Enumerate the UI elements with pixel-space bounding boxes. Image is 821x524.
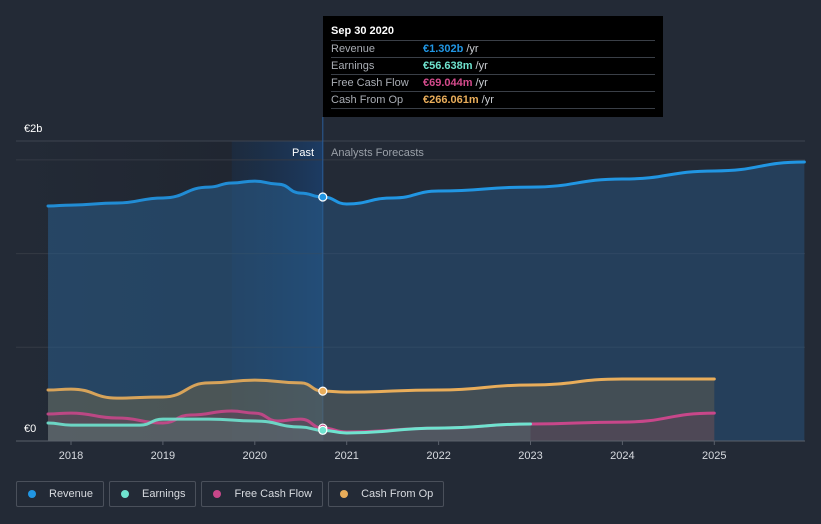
x-tick-label: 2023 (518, 450, 542, 462)
cash-from-op-forecast-area (322, 378, 715, 441)
y-tick-label-zero: €0 (24, 423, 37, 435)
x-tick-label: 2019 (151, 450, 175, 462)
x-tick-label: 2025 (702, 450, 726, 462)
past-label: Past (292, 147, 315, 159)
earnings-past-line (46, 417, 325, 432)
cash-from-op-forecast-line (321, 377, 716, 394)
x-tick-label: 2020 (243, 450, 267, 462)
tooltip-row-free-cash-flow: Free Cash Flow €69.044m /yr (331, 75, 655, 92)
cash-from-op-marker (318, 386, 328, 396)
legend-label: Earnings (142, 488, 186, 500)
tooltip-value: €56.638m (423, 60, 473, 72)
tooltip-unit: /yr (475, 60, 488, 72)
legend-item-cash-from-op[interactable]: Cash From Op (328, 481, 445, 507)
x-tick-label: 2024 (610, 450, 634, 462)
tooltip-unit: /yr (481, 94, 494, 106)
earnings-forecast-line (321, 422, 532, 435)
tooltip-label: Revenue (331, 43, 376, 55)
revenue-forecast-line (321, 160, 806, 206)
free-cash-flow-dot-icon (213, 490, 222, 498)
revenue-dot-icon (28, 490, 36, 498)
free-cash-flow-past-line (46, 409, 325, 430)
tooltip-label: Cash From Op (331, 94, 404, 106)
x-tick-label: 2022 (426, 450, 450, 462)
x-tick-label: 2018 (59, 450, 83, 462)
legend-label: Free Cash Flow (234, 488, 313, 500)
legend-label: Cash From Op (361, 488, 434, 500)
tooltip-label: Free Cash Flow (331, 77, 409, 89)
earnings-past-area (48, 419, 323, 441)
revenue-forecast-area (322, 161, 805, 441)
tooltip-label: Earnings (331, 60, 375, 72)
tooltip-row-earnings: Earnings €56.638m /yr (331, 58, 655, 75)
legend: Revenue Earnings Free Cash Flow Cash Fro… (16, 481, 445, 507)
cash-from-op-past-line (46, 378, 325, 400)
legend-item-free-cash-flow[interactable]: Free Cash Flow (201, 481, 324, 507)
tooltip-value: €69.044m (423, 77, 473, 89)
earnings-marker (318, 425, 328, 435)
tooltip-row-revenue: Revenue €1.302b /yr (331, 41, 655, 58)
legend-item-revenue[interactable]: Revenue (16, 481, 105, 507)
earnings-dot-icon (121, 490, 130, 498)
tooltip-unit: /yr (475, 77, 488, 89)
cash-from-op-dot-icon (340, 490, 349, 498)
y-tick-label-top: €2b (24, 123, 43, 135)
revenue-past-area (48, 181, 323, 441)
tooltip-unit: /yr (466, 43, 479, 55)
legend-label: Revenue (49, 488, 94, 500)
legend-item-earnings[interactable]: Earnings (109, 481, 197, 507)
free-cash-flow-forecast-area (322, 413, 715, 441)
tooltip: Sep 30 2020 Revenue €1.302b /yr Earnings… (323, 16, 663, 117)
tooltip-row-cash-from-op: Cash From Op €266.061m /yr (331, 92, 655, 109)
tooltip-value: €1.302b (423, 43, 464, 55)
revenue-marker (318, 192, 328, 202)
forecast-label: Analysts Forecasts (331, 147, 424, 159)
revenue-past-line (46, 179, 325, 208)
tooltip-value: €266.061m (423, 94, 479, 106)
earnings-forecast-area (322, 423, 531, 441)
tooltip-date: Sep 30 2020 (331, 23, 655, 41)
x-tick-label: 2021 (334, 450, 358, 462)
